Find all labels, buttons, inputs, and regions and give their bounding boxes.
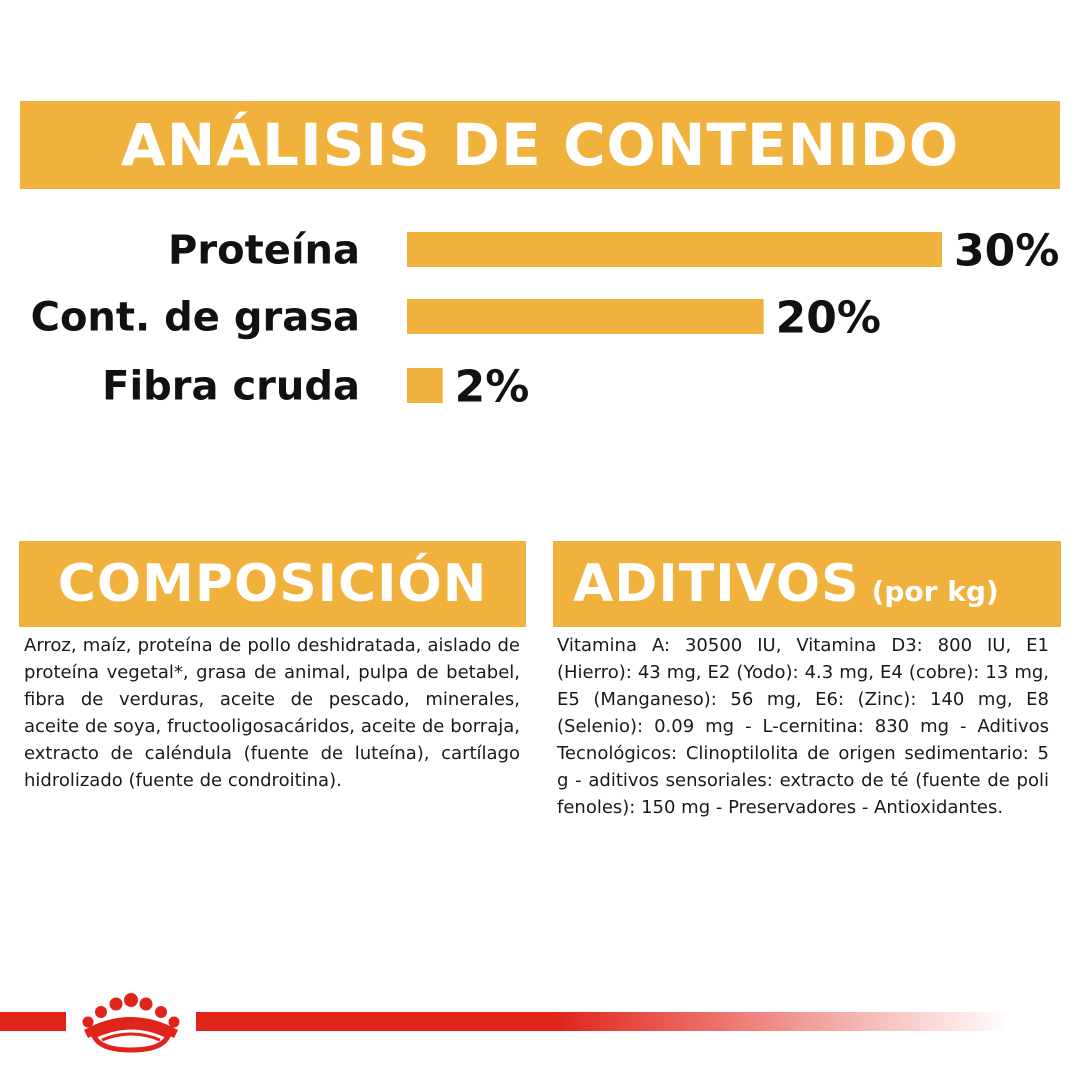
aditivos-header: ADITIVOS (por kg) [553,541,1061,627]
crown-icon [82,993,180,1053]
aditivos-text: Vitamina A: 30500 IU, Vitamina D3: 800 I… [557,635,1049,818]
bar [407,299,764,334]
composicion-title: COMPOSICIÓN [57,554,488,614]
composicion-text: Arroz, maíz, proteína de pollo deshidrat… [24,635,520,791]
royal-crown-logo [66,992,196,1054]
value-label: 2% [455,362,530,413]
content-analysis-chart: Proteína 30% Cont. de grasa 20% Fibra cruda 2… [31,226,1060,413]
aditivos-subtitle: (por kg) [871,574,999,608]
category-label: Cont. de grasa [31,295,360,341]
bar [407,368,443,403]
value-label: 30% [954,226,1059,277]
header-bar: ANÁLISIS DE CONTENIDO [20,101,1060,189]
composicion-header: COMPOSICIÓN [19,541,526,627]
category-label: Fibra cruda [102,364,360,410]
aditivos-title: ADITIVOS [573,554,860,614]
value-label: 20% [776,293,881,344]
category-label: Proteína [168,228,360,274]
bar [407,232,942,267]
footer-red-line [0,1012,1010,1031]
chart-title: ANÁLISIS DE CONTENIDO [120,111,960,179]
